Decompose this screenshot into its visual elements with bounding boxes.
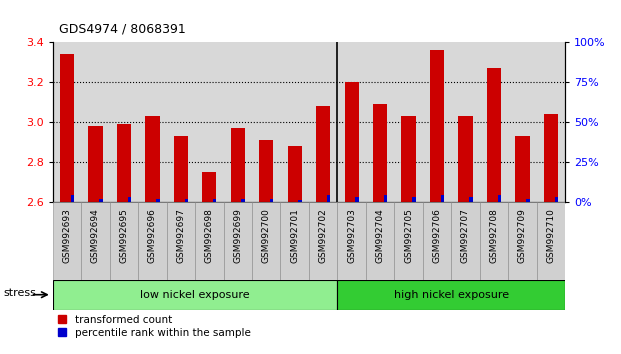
Bar (469, 197, 473, 202)
Text: GSM992695: GSM992695 (119, 208, 129, 263)
Bar (242, 199, 245, 202)
Bar (252, 42, 281, 202)
Bar (384, 195, 388, 202)
Text: low nickel exposure: low nickel exposure (140, 290, 250, 300)
Bar (138, 202, 166, 280)
Bar (526, 199, 530, 202)
Bar (53, 202, 81, 280)
Bar (394, 202, 423, 280)
Bar (423, 202, 451, 280)
Text: GSM992700: GSM992700 (262, 208, 271, 263)
Bar (252, 202, 281, 280)
Bar (166, 202, 195, 280)
Bar (480, 42, 508, 202)
Text: GSM992705: GSM992705 (404, 208, 413, 263)
Bar (117, 124, 131, 202)
Bar (202, 172, 217, 202)
Bar (430, 51, 444, 202)
Bar (508, 42, 537, 202)
Bar (458, 116, 473, 202)
Bar (224, 42, 252, 202)
Bar (451, 202, 480, 280)
Bar (281, 42, 309, 202)
Bar (145, 116, 160, 202)
Bar (497, 195, 501, 202)
Bar (309, 202, 337, 280)
Bar (299, 200, 302, 202)
Bar (451, 42, 480, 202)
Bar (544, 114, 558, 202)
Text: GSM992710: GSM992710 (546, 208, 555, 263)
Bar (423, 42, 451, 202)
Text: GSM992694: GSM992694 (91, 208, 100, 263)
Bar (166, 42, 195, 202)
Bar (345, 82, 359, 202)
Text: GSM992706: GSM992706 (433, 208, 442, 263)
Bar (412, 197, 415, 202)
Text: GSM992697: GSM992697 (176, 208, 185, 263)
Bar (394, 42, 423, 202)
Bar (281, 202, 309, 280)
Text: GSM992693: GSM992693 (63, 208, 71, 263)
Bar (195, 202, 224, 280)
Bar (60, 55, 74, 202)
Bar (195, 42, 224, 202)
Text: GDS4974 / 8068391: GDS4974 / 8068391 (59, 22, 186, 35)
Bar (213, 199, 217, 202)
Bar (337, 202, 366, 280)
Bar (270, 199, 273, 202)
Legend: transformed count, percentile rank within the sample: transformed count, percentile rank withi… (58, 315, 250, 338)
Bar (110, 42, 138, 202)
Bar (366, 42, 394, 202)
Bar (174, 136, 188, 202)
Bar (184, 199, 188, 202)
Bar (156, 199, 160, 202)
Bar (401, 116, 415, 202)
Text: GSM992701: GSM992701 (290, 208, 299, 263)
Bar (373, 104, 388, 202)
Text: GSM992696: GSM992696 (148, 208, 157, 263)
Bar (230, 128, 245, 202)
Bar (508, 202, 537, 280)
Text: GSM992709: GSM992709 (518, 208, 527, 263)
Bar (441, 195, 444, 202)
Bar (138, 42, 166, 202)
Bar (537, 42, 565, 202)
Text: GSM992707: GSM992707 (461, 208, 470, 263)
Bar (366, 202, 394, 280)
Bar (337, 280, 565, 310)
Bar (81, 42, 110, 202)
Bar (71, 195, 74, 202)
Bar (309, 42, 337, 202)
Bar (53, 280, 337, 310)
Text: GSM992699: GSM992699 (233, 208, 242, 263)
Bar (128, 197, 131, 202)
Bar (88, 126, 102, 202)
Bar (327, 195, 330, 202)
Bar (337, 42, 366, 202)
Text: GSM992698: GSM992698 (205, 208, 214, 263)
Text: stress: stress (3, 288, 36, 298)
Bar (81, 202, 110, 280)
Bar (259, 140, 273, 202)
Bar (487, 68, 501, 202)
Text: GSM992704: GSM992704 (376, 208, 384, 263)
Bar (53, 42, 81, 202)
Bar (537, 202, 565, 280)
Bar (224, 202, 252, 280)
Bar (480, 202, 508, 280)
Bar (99, 199, 102, 202)
Bar (555, 197, 558, 202)
Bar (355, 197, 359, 202)
Text: GSM992703: GSM992703 (347, 208, 356, 263)
Text: high nickel exposure: high nickel exposure (394, 290, 509, 300)
Bar (288, 146, 302, 202)
Text: GSM992708: GSM992708 (489, 208, 499, 263)
Text: GSM992702: GSM992702 (319, 208, 328, 263)
Bar (316, 106, 330, 202)
Bar (515, 136, 530, 202)
Bar (110, 202, 138, 280)
